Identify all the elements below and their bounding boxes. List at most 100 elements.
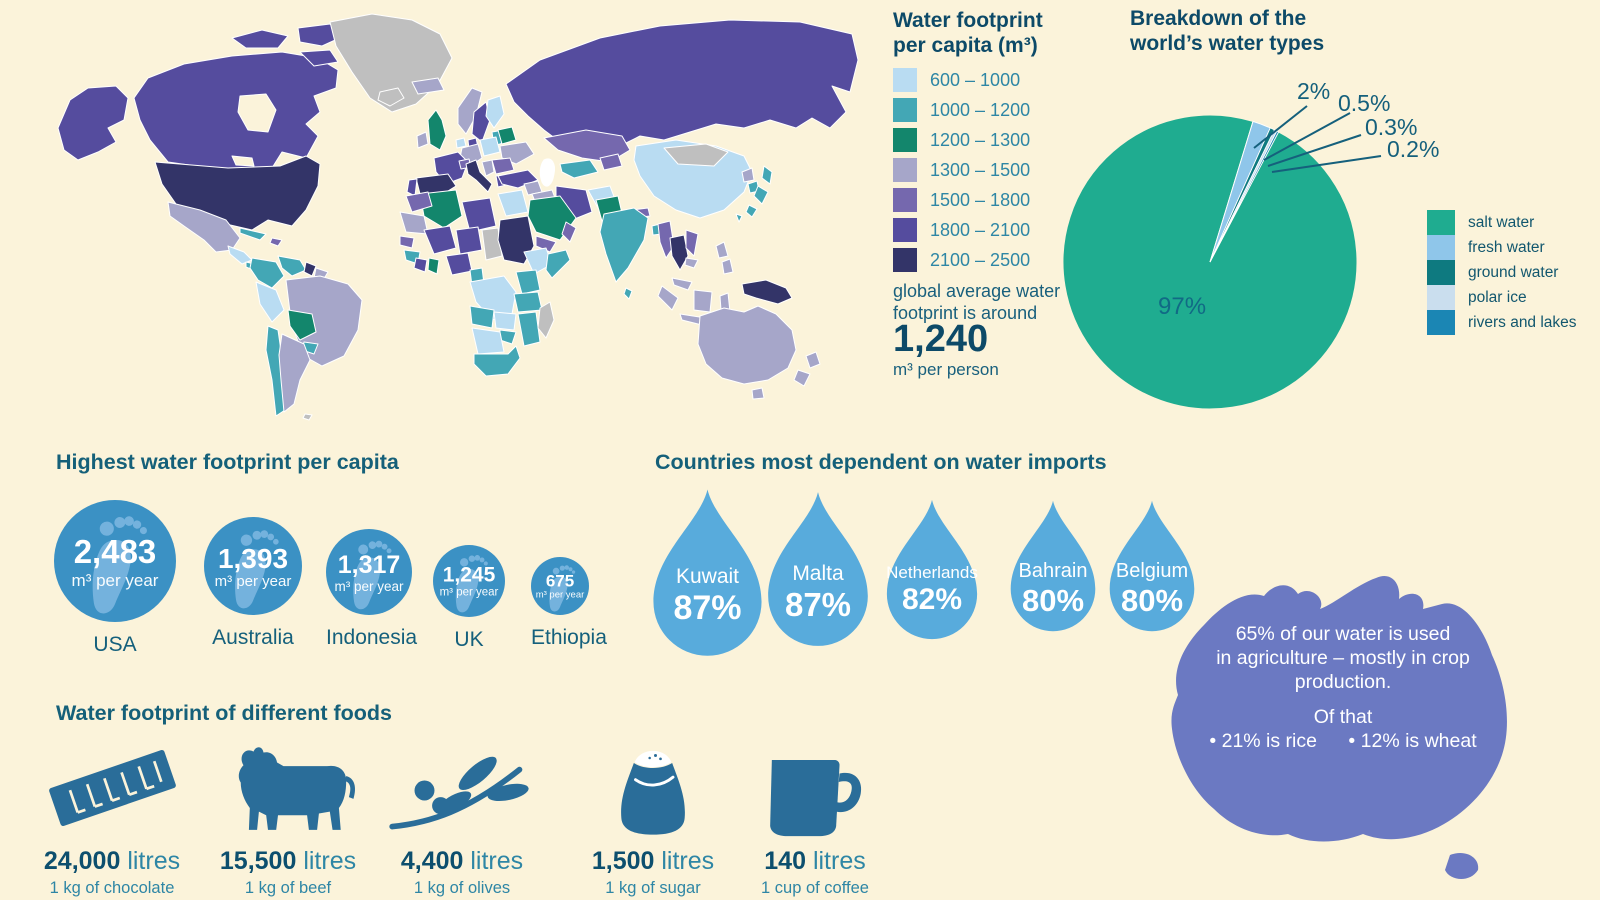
pie-legend-row: polar ice <box>1427 285 1577 310</box>
import-drop-malta: Malta 87% <box>765 489 871 648</box>
map-guyana <box>303 261 317 277</box>
legend-row: 1500 – 1800 <box>893 188 1030 212</box>
map-philippines <box>721 258 734 275</box>
map-country-alaska <box>57 85 129 161</box>
food-item-sugar: 1,500 litres 1 kg of sugar <box>568 738 738 898</box>
map-japan <box>761 165 773 185</box>
map-malaysia <box>671 277 693 291</box>
pie-callout-fresh-water: 2% <box>1297 78 1331 104</box>
food-desc: 1 kg of chocolate <box>49 879 175 897</box>
pie-legend-row: salt water <box>1427 210 1577 235</box>
pie-legend-row: ground water <box>1427 260 1577 285</box>
drop-country: Belgium <box>1115 560 1189 583</box>
continent-south-america <box>249 255 363 421</box>
water-types-pie-chart <box>1062 105 1382 410</box>
water-drop-icon <box>886 499 978 640</box>
australia-map-icon <box>1171 575 1507 880</box>
food-item-chocolate: 24,000 litres 1 kg of chocolate <box>22 738 202 898</box>
map-japan <box>753 185 769 205</box>
map-sumatra <box>657 285 679 311</box>
food-value-line: 24,000 litres <box>43 847 181 875</box>
food-value-line: 15,500 litres <box>219 847 357 875</box>
map-tajikistan <box>599 153 623 171</box>
map-philippines <box>715 241 729 259</box>
continent-north-america <box>57 13 453 273</box>
footprint-value: 1,317 <box>337 551 401 580</box>
import-drop-belgium: Belgium 80% <box>1107 498 1197 633</box>
legend-row: 1300 – 1500 <box>893 158 1030 182</box>
map-borneo <box>693 289 713 313</box>
pie-legend-label: fresh water <box>1468 238 1545 256</box>
legend-swatch-icon <box>893 248 917 272</box>
footprint-item-australia: 1,393 m³ per year Australia <box>204 517 302 650</box>
footprint-unit: m³ per year <box>334 579 404 595</box>
map-mongolia <box>663 143 729 167</box>
footprints-section-title: Highest water footprint per capita <box>56 450 399 474</box>
map-guatemala <box>227 245 253 265</box>
map-hudson-bay <box>237 93 277 133</box>
global-average-unit: m³ per person <box>893 360 999 379</box>
footprint-country: USA <box>93 633 137 656</box>
food-value-line: 140 litres <box>764 847 866 875</box>
map-sri-lanka <box>623 287 633 300</box>
food-desc: 1 kg of beef <box>244 879 332 897</box>
drop-country: Bahrain <box>1018 560 1088 583</box>
legend-swatch-icon <box>893 158 917 182</box>
map-cambodia <box>684 257 699 269</box>
pie-legend-row: fresh water <box>1427 235 1577 260</box>
map-benelux <box>455 137 467 149</box>
continent-africa <box>399 189 571 377</box>
map-yemen <box>535 235 557 253</box>
continent-oceania <box>697 305 821 400</box>
legend-row: 1800 – 2100 <box>893 218 1030 242</box>
map-morocco <box>405 191 433 213</box>
pie-callout-polar-ice: 0.3% <box>1365 114 1418 140</box>
map-belarus <box>497 126 517 145</box>
map-romania <box>491 157 515 175</box>
footprint-country: Ethiopia <box>531 626 607 649</box>
map-bolivia <box>287 309 317 341</box>
map-senegal <box>399 235 415 249</box>
map-canada-islands <box>299 49 339 67</box>
legend-range: 1500 – 1800 <box>930 189 1031 210</box>
food-item-beef: 15,500 litres 1 kg of beef <box>198 738 378 898</box>
map-canada-islands <box>231 29 289 49</box>
drop-country: Malta <box>792 562 844 586</box>
map-new-zealand <box>805 351 821 369</box>
map-oman <box>561 221 577 243</box>
footprint-value: 675 <box>545 571 575 591</box>
map-vietnam <box>685 229 699 257</box>
pie-callout-ground-water: 0.5% <box>1338 90 1391 116</box>
map-kazakhstan <box>543 129 631 163</box>
pie-legend-label: salt water <box>1468 213 1535 231</box>
map-finland <box>485 95 505 129</box>
map-peru <box>255 281 285 323</box>
food-value-line: 1,500 litres <box>591 847 715 875</box>
global-average-value: 1,240 <box>893 318 989 360</box>
map-australia <box>697 305 797 385</box>
footprint-unit: m³ per year <box>214 573 292 591</box>
map-legend: 600 – 1000 1000 – 1200 1200 – 1300 1300 … <box>893 68 1030 278</box>
map-madagascar <box>537 301 555 339</box>
footprint-country: Indonesia <box>326 626 418 649</box>
chocolate-bar-icon <box>48 749 176 827</box>
food-desc: 1 kg of olives <box>413 879 511 897</box>
drop-percent: 87% <box>673 589 742 628</box>
footprint-item-uk: 1,245 m³ per year UK <box>433 545 505 652</box>
map-thailand <box>669 234 689 271</box>
map-italy <box>465 159 493 193</box>
footprint-value: 1,393 <box>217 542 289 574</box>
map-falklands <box>302 413 313 421</box>
legend-row: 600 – 1000 <box>893 68 1030 92</box>
map-country-mexico <box>167 201 241 253</box>
legend-swatch-icon <box>893 188 917 212</box>
map-new-zealand <box>793 369 811 387</box>
map-north-korea <box>741 167 755 183</box>
map-somalia <box>545 249 571 279</box>
footprint-value: 1,245 <box>442 563 496 587</box>
map-uk <box>427 109 447 151</box>
pie-legend-label: ground water <box>1468 263 1559 281</box>
map-ivory-coast <box>413 257 428 273</box>
map-mozambique <box>517 311 541 347</box>
